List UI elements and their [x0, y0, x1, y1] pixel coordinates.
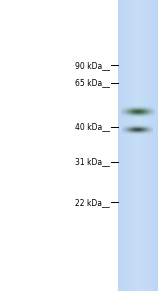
Text: 40 kDa__: 40 kDa__ — [75, 122, 110, 131]
Text: 65 kDa__: 65 kDa__ — [75, 79, 110, 87]
Text: 90 kDa__: 90 kDa__ — [75, 61, 110, 70]
Text: 22 kDa__: 22 kDa__ — [75, 198, 110, 207]
Text: 31 kDa__: 31 kDa__ — [75, 157, 110, 166]
